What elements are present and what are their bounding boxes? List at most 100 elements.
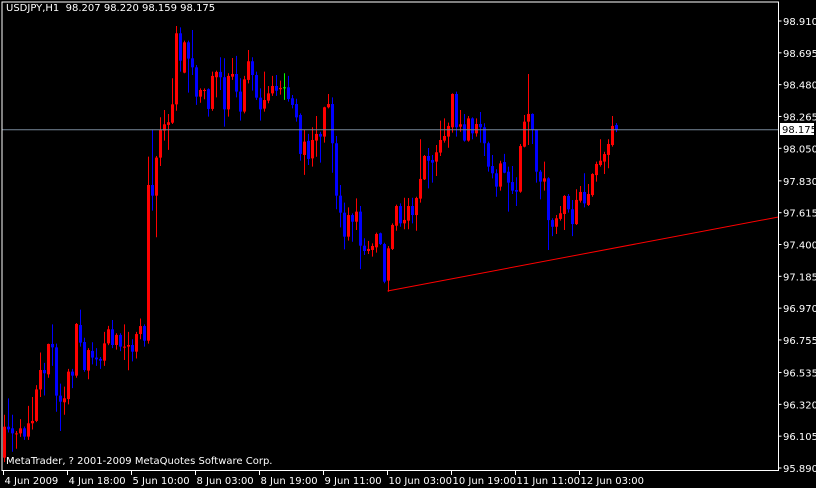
candle (587, 183, 590, 207)
candle-body (39, 370, 42, 390)
candle-body (471, 118, 474, 134)
candle-body (263, 100, 266, 109)
candle (67, 368, 70, 405)
candle-body (87, 350, 90, 371)
candle-body (291, 98, 294, 105)
candle (195, 64, 198, 105)
candle-body (371, 245, 374, 250)
candle (459, 109, 462, 132)
candle-body (123, 346, 126, 348)
candle-body (419, 178, 422, 199)
candle-body (119, 334, 122, 347)
candle (475, 118, 478, 137)
candle-body (223, 77, 226, 110)
candle (591, 173, 594, 197)
price-axis[interactable]: 98.910 98.695 98.480 98.265 98.050 97.830 97.6… (778, 17, 816, 475)
candle-body (211, 75, 214, 109)
candle (383, 242, 386, 284)
candle (235, 55, 238, 98)
candle (423, 154, 426, 180)
candle-body (255, 75, 258, 98)
candle-body (487, 143, 490, 167)
candle (55, 343, 58, 412)
price-tick-label: 97.615 (783, 209, 816, 220)
candle-body (535, 129, 538, 172)
candle-body (355, 211, 358, 222)
price-tick-label: 97.830 (783, 177, 816, 188)
candle-body (155, 157, 158, 196)
candle (539, 170, 542, 200)
candle-body (7, 426, 10, 430)
candle (495, 169, 498, 197)
candle-body (367, 248, 370, 252)
candle (411, 197, 414, 224)
candle (467, 116, 470, 142)
trendline[interactable] (387, 216, 779, 292)
candle (439, 120, 442, 156)
candle-body (395, 206, 398, 226)
candle-body (347, 215, 350, 237)
candle-body (403, 219, 406, 224)
candle-body (335, 143, 338, 196)
candle (535, 129, 538, 183)
price-tick-label: 98.695 (783, 49, 816, 60)
candle-body (503, 162, 506, 173)
candle (63, 386, 66, 415)
candle (527, 73, 530, 146)
candle (275, 75, 278, 96)
candle (291, 95, 294, 109)
candle (511, 166, 514, 195)
candle (335, 136, 338, 210)
candle (603, 151, 606, 175)
time-tick-label: 11 Jun 11:00 (517, 476, 581, 487)
candle-body (407, 206, 410, 221)
candle-body (231, 73, 234, 77)
price-tick-label: 97.400 (783, 241, 816, 252)
candle-body (259, 97, 262, 110)
time-tick-label: 8 Jun 03:00 (197, 476, 254, 487)
candle (391, 223, 394, 250)
candle (119, 333, 122, 352)
candle (19, 419, 22, 437)
candle-body (507, 171, 510, 183)
price-tick-label: 98.265 (783, 112, 816, 123)
candle (415, 196, 418, 231)
candle-body (79, 325, 82, 343)
candle-body (327, 104, 330, 108)
candle-body (495, 173, 498, 187)
time-tick-label: 8 Jun 19:00 (261, 476, 318, 487)
candle-body (387, 248, 390, 281)
candle-body (323, 107, 326, 137)
candle (107, 325, 110, 346)
candle-body (567, 195, 570, 210)
candle-body (35, 389, 38, 421)
candle-body (23, 428, 26, 437)
candle (35, 385, 38, 423)
candle (427, 147, 430, 189)
candle-body (463, 124, 466, 141)
candle (543, 161, 546, 191)
candle (47, 343, 50, 378)
candle (259, 88, 262, 121)
candle (451, 93, 454, 133)
candle (83, 337, 86, 372)
candle-body (475, 124, 478, 134)
candle (307, 133, 310, 166)
candle (79, 309, 82, 347)
candle-body (15, 433, 18, 435)
candle-body (519, 146, 522, 192)
candle-body (459, 124, 462, 127)
candle (103, 331, 106, 366)
candle (551, 218, 554, 237)
candle-body (547, 178, 550, 221)
candle-body (451, 93, 454, 128)
candle (143, 324, 146, 347)
candle-body (275, 85, 278, 91)
candle (571, 199, 574, 237)
candle (607, 139, 610, 169)
candle (279, 80, 282, 95)
time-axis[interactable]: 4 Jun 2009 4 Jun 18:00 5 Jun 10:00 8 Jun 03… (3, 470, 645, 488)
candle-body (411, 206, 414, 216)
candle (59, 383, 62, 431)
